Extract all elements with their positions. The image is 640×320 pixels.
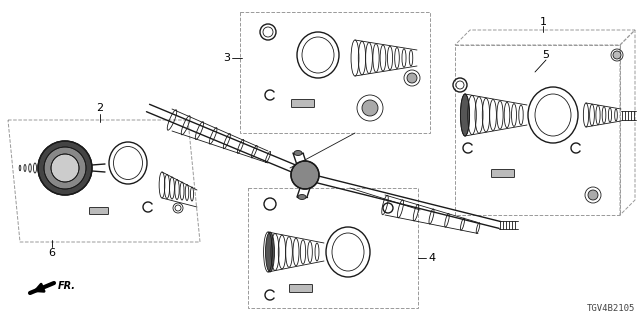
Circle shape [44,147,86,189]
Text: 6: 6 [49,248,56,258]
Text: 5: 5 [543,50,550,60]
Text: FR.: FR. [58,281,76,291]
Text: 3: 3 [223,53,230,63]
Circle shape [407,73,417,83]
Text: 2: 2 [97,103,104,113]
Text: 4: 4 [428,253,435,263]
Text: TGV4B2105: TGV4B2105 [587,304,635,313]
Ellipse shape [266,232,275,272]
Circle shape [613,51,621,59]
Ellipse shape [298,195,306,199]
Circle shape [291,161,319,189]
FancyBboxPatch shape [90,207,109,214]
Circle shape [51,154,79,182]
Circle shape [362,100,378,116]
Circle shape [588,190,598,200]
Circle shape [38,141,92,195]
FancyBboxPatch shape [291,100,314,108]
FancyBboxPatch shape [289,284,312,292]
Ellipse shape [294,150,302,156]
FancyBboxPatch shape [492,170,515,178]
Text: 1: 1 [540,17,547,27]
Ellipse shape [461,94,470,136]
